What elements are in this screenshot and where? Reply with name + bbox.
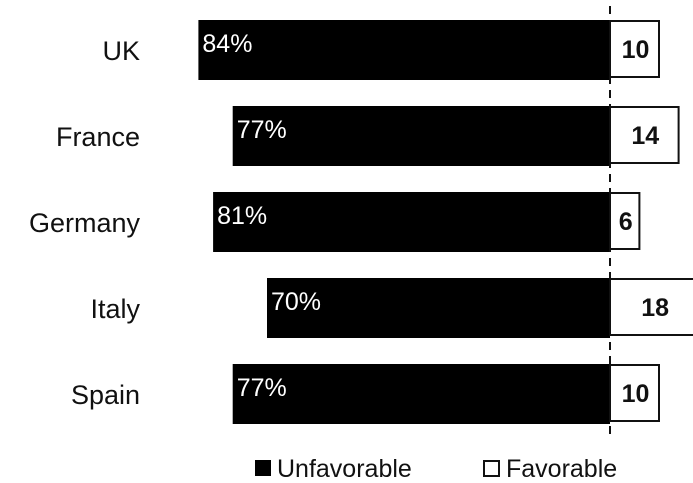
bars-group: UK 84% 10 France 77% 14 Germany 81% 6 Italy 70% 18 S… (29, 20, 693, 424)
bar-unfavorable-spain (232, 364, 610, 424)
category-label-italy: Italy (90, 294, 140, 324)
data-label-unfavorable-italy: 70% (271, 288, 321, 316)
bar-unfavorable-italy (267, 278, 610, 338)
data-label-unfavorable-france: 77% (237, 116, 287, 144)
data-label-favorable-uk: 10 (622, 36, 650, 64)
data-label-unfavorable-germany: 81% (217, 202, 267, 230)
legend: Unfavorable Favorable (255, 455, 617, 483)
bar-favorable-germany (609, 192, 641, 250)
bar-favorable-italy (609, 278, 693, 336)
data-label-favorable-spain: 10 (622, 380, 650, 408)
bar-favorable-france (609, 106, 680, 164)
category-label-spain: Spain (71, 380, 140, 410)
legend-label-favorable: Favorable (506, 455, 617, 483)
bar-unfavorable-uk (198, 20, 610, 80)
legend-swatch-unfavorable (255, 460, 271, 476)
bar-favorable-spain (609, 364, 660, 422)
category-label-germany: Germany (29, 208, 141, 238)
data-label-favorable-france: 14 (631, 122, 659, 150)
data-label-unfavorable-uk: 84% (202, 30, 252, 58)
bar-unfavorable-germany (213, 192, 610, 252)
data-label-favorable-italy: 18 (641, 294, 669, 322)
legend-label-unfavorable: Unfavorable (277, 455, 412, 483)
legend-swatch-favorable (483, 460, 500, 477)
data-label-unfavorable-spain: 77% (237, 374, 287, 402)
data-label-favorable-germany: 6 (619, 208, 633, 236)
category-label-france: France (56, 122, 140, 152)
category-label-uk: UK (102, 36, 140, 66)
bar-unfavorable-france (232, 106, 610, 166)
